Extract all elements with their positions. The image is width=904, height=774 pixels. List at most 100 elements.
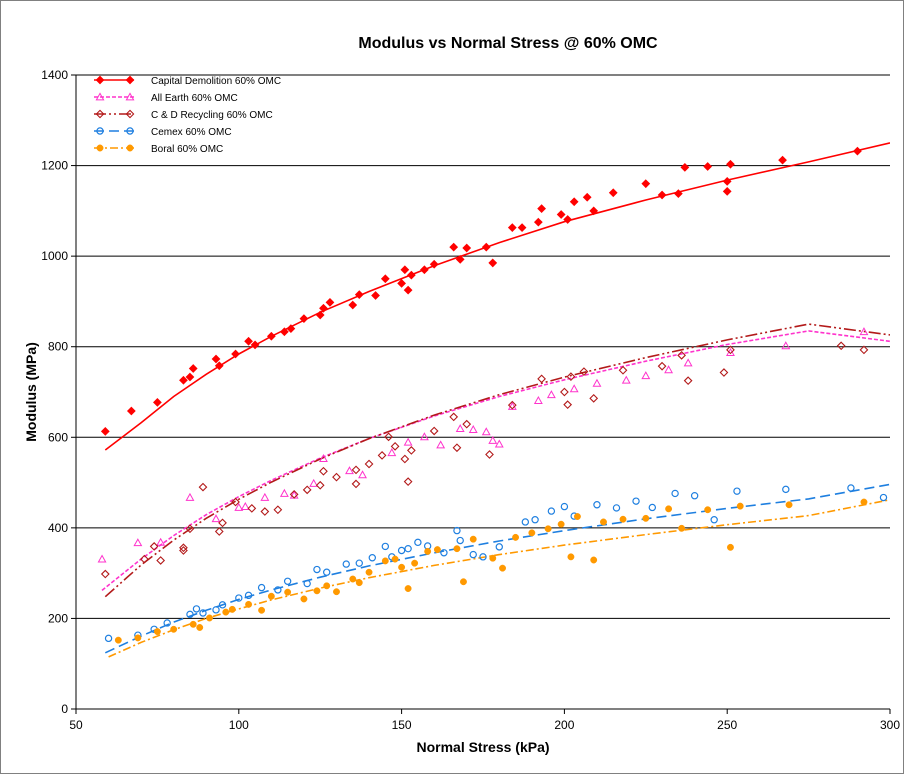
legend-marker <box>95 75 105 85</box>
data-point-series-5 <box>170 625 178 633</box>
legend-marker <box>95 92 105 101</box>
data-point-series-5 <box>499 564 506 572</box>
data-point-series-5 <box>736 502 744 510</box>
data-point-series-4 <box>283 577 292 585</box>
data-point-series-1 <box>244 336 253 346</box>
data-point-series-3 <box>449 412 459 422</box>
data-point-series-5 <box>134 634 142 642</box>
data-point-series-1 <box>582 192 592 202</box>
data-point-series-1 <box>488 258 498 268</box>
data-point-series-1 <box>722 177 732 186</box>
data-point-series-2 <box>156 537 166 546</box>
data-point-series-3 <box>198 482 208 492</box>
data-point-series-5 <box>600 518 607 526</box>
data-point-series-3 <box>319 466 328 476</box>
data-point-series-4 <box>381 542 390 551</box>
data-point-series-1 <box>380 274 390 284</box>
data-point-series-5 <box>323 582 331 590</box>
data-point-series-5 <box>313 587 321 595</box>
data-point-series-1 <box>188 364 198 373</box>
data-point-series-1 <box>179 375 188 385</box>
data-point-series-5 <box>411 559 419 567</box>
y-axis-title: Modulus (MPa) <box>23 342 39 442</box>
data-point-series-4 <box>469 550 477 559</box>
data-point-series-4 <box>274 586 282 594</box>
data-point-series-5 <box>573 513 581 520</box>
data-point-series-4 <box>368 554 376 562</box>
data-point-series-3 <box>406 446 416 455</box>
x-tick-label: 300 <box>880 718 900 732</box>
data-point-series-1 <box>853 146 862 156</box>
data-point-series-1 <box>420 265 429 275</box>
data-point-series-5 <box>567 553 575 561</box>
data-point-series-5 <box>153 628 161 636</box>
legend-marker <box>125 75 135 85</box>
data-point-series-3 <box>726 345 735 355</box>
data-point-series-3 <box>618 365 628 375</box>
data-point-series-2 <box>569 384 579 393</box>
data-point-series-1 <box>231 349 240 359</box>
data-point-series-4 <box>733 487 741 495</box>
data-point-series-4 <box>104 634 113 643</box>
data-point-series-4 <box>456 536 464 545</box>
data-point-series-4 <box>632 497 640 505</box>
data-point-series-4 <box>414 538 422 547</box>
data-point-series-4 <box>710 516 718 524</box>
data-point-series-5 <box>619 515 627 523</box>
data-point-series-2 <box>455 424 465 433</box>
data-point-series-1 <box>556 210 566 219</box>
data-point-series-4 <box>235 594 243 602</box>
legend-label: Boral 60% OMC <box>151 144 223 155</box>
data-point-series-5 <box>228 605 236 613</box>
data-point-series-2 <box>468 424 478 433</box>
data-point-series-1 <box>481 242 491 252</box>
data-point-series-4 <box>218 601 227 609</box>
data-point-series-3 <box>351 479 361 489</box>
data-point-series-4 <box>244 591 253 600</box>
data-point-series-5 <box>365 568 373 576</box>
data-point-series-1 <box>319 303 328 313</box>
data-point-series-1 <box>537 204 546 213</box>
data-point-series-2 <box>403 437 413 446</box>
data-point-series-1 <box>266 331 276 341</box>
data-point-series-1 <box>371 291 380 300</box>
data-point-series-3 <box>364 459 374 469</box>
data-point-series-3 <box>231 497 240 507</box>
data-point-series-5 <box>206 614 213 622</box>
data-point-series-1 <box>250 340 260 350</box>
data-point-series-5 <box>245 600 253 608</box>
data-point-series-1 <box>455 254 465 264</box>
data-point-series-5 <box>114 636 122 644</box>
legend-marker <box>96 144 104 152</box>
data-point-series-4 <box>397 546 406 555</box>
data-point-series-4 <box>560 502 569 511</box>
data-point-series-1 <box>214 361 224 371</box>
legend-marker <box>95 109 105 119</box>
data-point-series-1 <box>403 285 413 295</box>
data-point-series-4 <box>355 559 363 567</box>
data-point-series-3 <box>218 518 227 528</box>
data-point-series-1 <box>429 259 439 269</box>
data-point-series-5 <box>300 595 308 603</box>
data-point-series-3 <box>332 472 341 482</box>
data-point-series-5 <box>453 545 461 553</box>
data-point-series-1 <box>354 290 364 300</box>
data-point-series-3 <box>260 507 270 516</box>
data-point-series-1 <box>533 217 543 227</box>
legend-marker <box>126 144 134 152</box>
data-point-series-1 <box>517 223 527 232</box>
trend-line-series-5 <box>108 499 890 658</box>
data-point-series-2 <box>358 470 367 479</box>
data-point-series-5 <box>557 520 565 528</box>
y-tick-label: 1200 <box>41 159 68 173</box>
data-point-series-2 <box>387 448 397 457</box>
data-point-series-3 <box>351 465 361 475</box>
data-point-series-1 <box>100 427 110 436</box>
data-point-series-4 <box>163 619 171 627</box>
legend: Capital Demolition 60% OMC All Earth 60% … <box>94 75 281 155</box>
data-point-series-3 <box>179 543 188 553</box>
data-point-series-3 <box>462 419 472 429</box>
data-point-series-1 <box>348 300 358 310</box>
data-point-series-5 <box>460 578 467 586</box>
